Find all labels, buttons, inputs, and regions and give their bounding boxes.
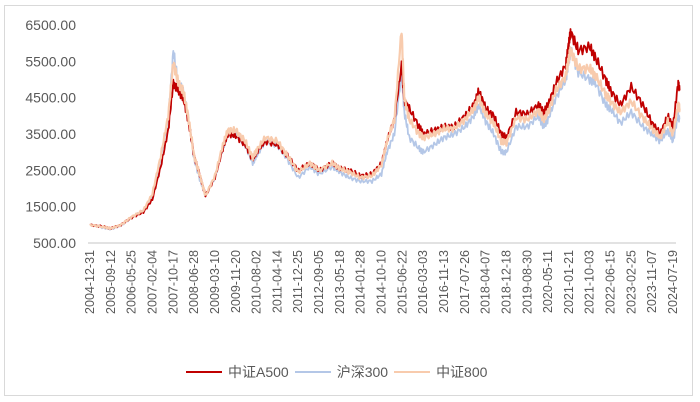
series-line-0: [89, 28, 681, 231]
x-tick-label: 2004-12-31: [83, 250, 97, 314]
x-tick-label: 2007-10-17: [166, 250, 180, 314]
y-tick-label: 1500.00: [25, 199, 76, 215]
chart-frame: [4, 5, 693, 396]
x-tick-label: 2011-12-25: [291, 250, 305, 313]
legend-item-a500: 中证A500: [186, 362, 289, 382]
legend-label: 沪深300: [336, 364, 389, 380]
legend-swatch-a500: [186, 371, 222, 373]
x-tick-label: 2021-01-21: [562, 250, 576, 314]
x-tick-label: 2018-12-18: [499, 250, 513, 314]
x-tick-label: 2016-03-03: [416, 250, 430, 314]
legend: 中证A500 沪深300 中证800: [186, 362, 493, 382]
y-tick-label: 500.00: [33, 235, 76, 251]
x-tick-label: 2010-08-02: [250, 250, 264, 314]
x-tick-label: 2016-11-13: [437, 250, 451, 313]
y-tick-label: 4500.00: [25, 90, 76, 106]
legend-item-hs300: 沪深300: [294, 362, 389, 382]
x-tick-label: 2018-04-07: [479, 250, 493, 314]
x-tick-label: 2009-03-10: [208, 250, 222, 314]
legend-swatch-csi800: [394, 371, 431, 373]
legend-label: 中证800: [436, 364, 488, 380]
series-line-2: [89, 32, 681, 231]
x-tick-label: 2019-08-30: [520, 250, 534, 314]
legend-swatch-hs300: [294, 371, 331, 373]
x-tick-label: 2008-06-28: [187, 250, 201, 314]
x-tick-label: 2014-01-28: [354, 250, 368, 314]
x-tick-label: 2011-04-14: [270, 250, 284, 313]
x-tick-label: 2013-05-18: [333, 250, 347, 314]
x-tick-label: 2017-07-26: [458, 250, 472, 314]
x-tick-label: 2020-05-11: [541, 250, 555, 313]
x-tick-label: 2007-02-04: [145, 250, 159, 314]
x-tick-label: 2023-02-25: [624, 250, 638, 314]
x-tick-label: 2005-09-12: [104, 250, 118, 314]
y-tick-label: 2500.00: [25, 162, 76, 178]
legend-item-csi800: 中证800: [394, 362, 487, 382]
x-tick-label: 2014-10-10: [375, 250, 389, 314]
x-tick-label: 2022-06-15: [604, 250, 618, 314]
x-tick-label: 2015-06-22: [395, 250, 409, 314]
x-tick-label: 2012-09-05: [312, 250, 326, 314]
legend-label: 中证A500: [228, 364, 289, 380]
x-tick-label: 2024-07-19: [666, 250, 680, 314]
series-lines: [89, 28, 681, 231]
y-tick-label: 6500.00: [25, 17, 76, 33]
x-tick-label: 2021-10-03: [583, 250, 597, 314]
x-tick-label: 2006-05-25: [125, 250, 139, 314]
y-tick-label: 5500.00: [25, 53, 76, 69]
x-tick-label: 2023-11-07: [645, 250, 659, 313]
y-axis: 500.00 1500.00 2500.00 3500.00 4500.00 5500.0…: [25, 17, 76, 251]
x-tick-label: 2009-11-20: [229, 250, 243, 313]
y-tick-label: 3500.00: [25, 126, 76, 142]
x-axis: 2004-12-31 2005-09-12 2006-05-25 2007-02-04…: [83, 250, 680, 314]
